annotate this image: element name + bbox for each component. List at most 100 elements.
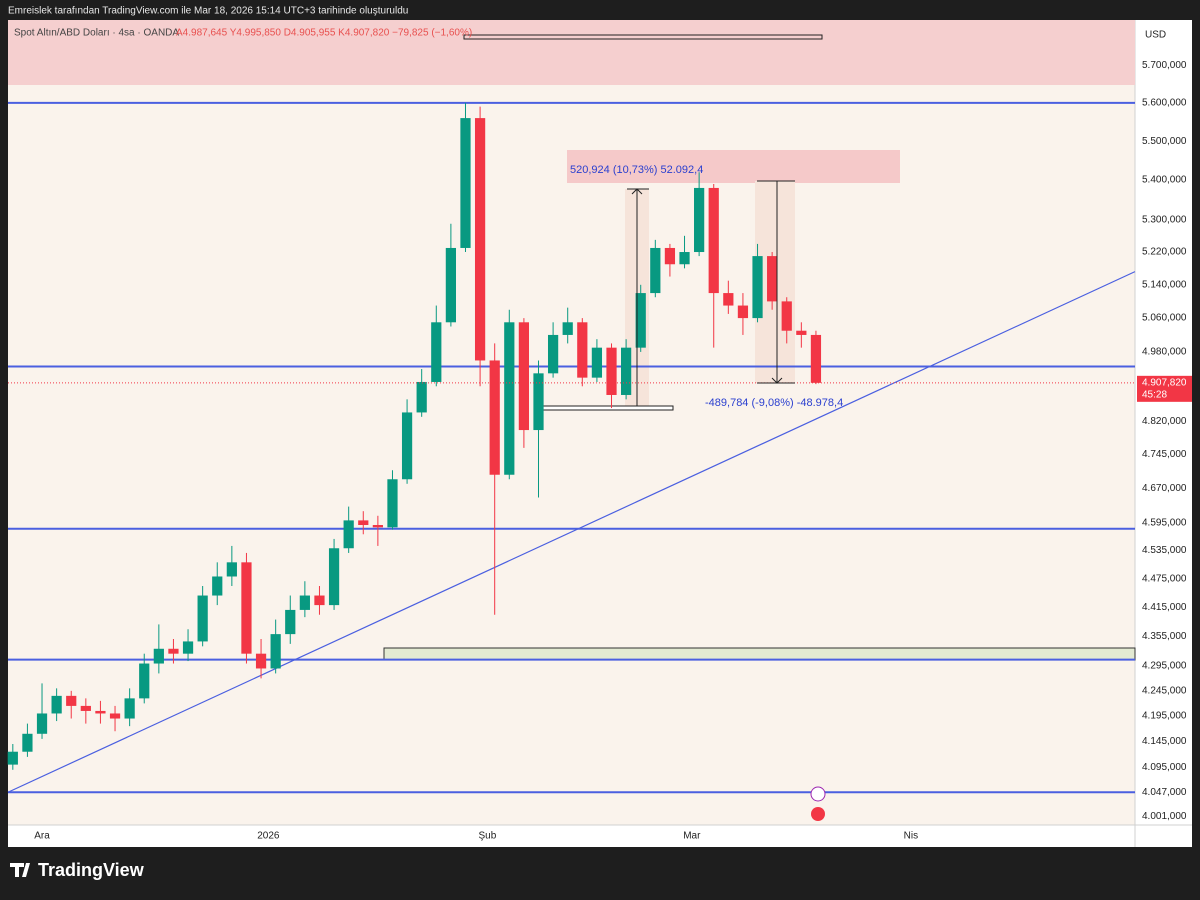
candle-body (737, 305, 749, 319)
countdown: 45:28 (1142, 389, 1167, 400)
candle-body (752, 256, 763, 319)
trendline (7, 271, 1136, 793)
y-tick-label: 4.245,000 (1142, 685, 1187, 696)
candle-body (153, 648, 164, 664)
y-tick-label: 4.475,000 (1142, 574, 1187, 585)
y-tick-label: 5.220,000 (1142, 247, 1187, 258)
candle-body (7, 751, 18, 765)
x-tick-label: Nis (904, 831, 918, 842)
y-tick-label: 4.745,000 (1142, 449, 1187, 460)
candle-body (767, 256, 778, 302)
ohlc-text: A4.987,645 Y4.995,850 D4.905,955 K4.907,… (176, 28, 472, 39)
y-tick-label: 4.145,000 (1142, 736, 1187, 747)
y-tick-label: 4.047,000 (1142, 787, 1187, 798)
measure-label: -489,784 (-9,08%) -48.978,4 (705, 397, 843, 409)
x-tick-label: Şub (478, 831, 496, 842)
candle-body (358, 520, 369, 526)
candle-body (621, 347, 632, 395)
measure-box (567, 150, 900, 183)
ruler-arrow (771, 377, 783, 384)
brand-name: TradingView (38, 860, 145, 880)
y-tick-label: 4.980,000 (1142, 347, 1187, 358)
y-tick-label: 4.001,000 (1142, 811, 1187, 822)
candle-body (431, 322, 442, 382)
header-text: Emreislek tarafından TradingView.com ile… (8, 6, 408, 17)
candle-body (664, 247, 676, 265)
candle-body (606, 347, 617, 395)
y-tick-label: 4.355,000 (1142, 631, 1187, 642)
candle-body (533, 373, 544, 431)
candle-body (518, 322, 530, 431)
candle-body (445, 247, 456, 323)
event-icon[interactable] (811, 807, 825, 821)
candle-body (109, 713, 121, 719)
measure-label: 520,924 (10,73%) 52.092,4 (570, 164, 703, 176)
candle-body (95, 710, 106, 714)
candle-body (212, 576, 223, 596)
y-tick-label: 5.060,000 (1142, 313, 1187, 324)
currency-label: USD (1145, 30, 1166, 41)
y-tick-label: 4.595,000 (1142, 517, 1187, 528)
candle-body (299, 595, 310, 610)
candle-body (182, 641, 194, 654)
ruler-arrow (631, 188, 643, 195)
footer (0, 847, 1200, 895)
candle-body (591, 347, 603, 378)
plot-area (8, 20, 1135, 825)
candle-body (489, 360, 500, 475)
candle-body (460, 118, 471, 248)
y-tick-label: 4.535,000 (1142, 545, 1187, 556)
candle-body (474, 118, 486, 361)
candle-body (781, 301, 792, 331)
range-box (463, 34, 823, 40)
y-tick-label: 5.140,000 (1142, 279, 1187, 290)
candle-body (343, 520, 354, 549)
last-price-label: 4.907,820 (1142, 377, 1187, 388)
candle-body (416, 381, 427, 413)
candle-body (577, 322, 588, 378)
candle-body (314, 595, 325, 606)
last-price-tag (1137, 375, 1192, 402)
candle-body (796, 330, 807, 335)
resistance-zone (8, 20, 1135, 85)
candle-body (401, 412, 413, 480)
candle-body (635, 293, 646, 348)
candle-body (36, 713, 48, 734)
brand-logo (10, 863, 30, 877)
y-tick-label: 4.095,000 (1142, 762, 1187, 773)
y-tick-label: 4.415,000 (1142, 602, 1187, 613)
y-tick-label: 5.600,000 (1142, 98, 1187, 109)
candle-body (226, 562, 237, 577)
y-tick-label: 5.300,000 (1142, 214, 1187, 225)
support-box (383, 647, 1136, 661)
candle-body (372, 525, 383, 528)
y-tick-label: 5.700,000 (1142, 60, 1187, 71)
candle-body (124, 698, 135, 719)
y-tick-label: 4.195,000 (1142, 711, 1187, 722)
y-tick-label: 4.670,000 (1142, 483, 1187, 494)
price-axis (1135, 20, 1192, 825)
y-tick-label: 4.295,000 (1142, 661, 1187, 672)
candle-body (22, 733, 33, 752)
y-tick-label: 4.820,000 (1142, 416, 1187, 427)
candle-body (387, 479, 398, 528)
candle-body (504, 322, 515, 475)
candle-body (723, 293, 734, 306)
candle-body (562, 322, 573, 335)
candle-body (139, 663, 150, 699)
rulers (627, 180, 795, 407)
candle-body (679, 252, 690, 265)
candle-body (197, 595, 208, 642)
candle-body (51, 695, 62, 714)
candle-body (168, 648, 179, 654)
candle-body (810, 334, 822, 383)
candle-body (328, 548, 340, 606)
event-icon[interactable] (810, 786, 826, 802)
candle-body (650, 247, 661, 294)
candle-body (80, 705, 91, 711)
y-tick-label: 5.500,000 (1142, 136, 1187, 147)
plot-layer (7, 101, 1136, 794)
x-tick-label: Ara (34, 831, 50, 842)
